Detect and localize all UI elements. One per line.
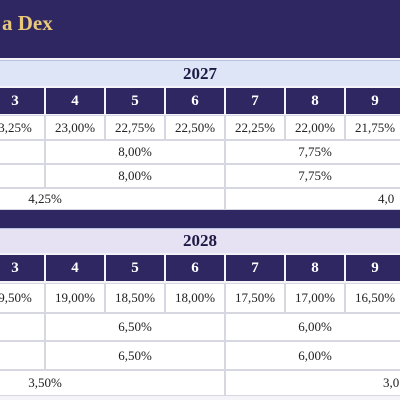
title-bar: a Dex (0, 0, 400, 46)
rate-cell: 19,00% (45, 283, 105, 313)
rate-cell: 22,50% (165, 115, 225, 140)
year-header: 2027 (0, 60, 400, 86)
rate-cell: 3,25% (0, 115, 45, 140)
merged-cell: 7,75% (225, 164, 400, 188)
column-number: 9 (346, 255, 400, 281)
merged-cell: 6,50% (45, 341, 225, 370)
rate-cell: 16,50% (345, 283, 400, 313)
column-number: 9 (346, 88, 400, 114)
cell-text: 4,0 (378, 191, 395, 206)
rate-cell: 23,00% (45, 115, 105, 140)
column-number: 8 (286, 88, 344, 114)
column-number: 3 (0, 88, 44, 114)
rate-cell: 17,00% (285, 283, 345, 313)
rate-cell: 18,50% (105, 283, 165, 313)
merged-cell: 8,00% (45, 140, 225, 164)
merged-cell (0, 188, 225, 210)
merged-cell: 7,75% (225, 140, 400, 164)
merged-cell: 6,50% (45, 313, 225, 341)
merged-cell (225, 370, 400, 396)
merged-cell: 6,00% (225, 341, 400, 370)
year-header: 2028 (0, 228, 400, 253)
merged-cell (0, 164, 45, 188)
cell-text: 3,50% (28, 375, 62, 390)
cell-text: 3,0 (383, 375, 400, 390)
rate-cell: 22,00% (285, 115, 345, 140)
rate-cell: 18,00% (165, 283, 225, 313)
merged-cell (0, 341, 45, 370)
title: a Dex (2, 10, 53, 35)
divider (0, 46, 400, 58)
merged-cell (0, 313, 45, 341)
merged-cell (225, 188, 400, 210)
merged-cell: 6,00% (225, 313, 400, 341)
rate-cell: 21,75% (345, 115, 400, 140)
rate-cell: 9,50% (0, 283, 45, 313)
column-number: 3 (0, 255, 44, 281)
column-number: 8 (286, 255, 344, 281)
column-number: 6 (166, 88, 224, 114)
rate-cell: 17,50% (225, 283, 285, 313)
column-number: 5 (106, 255, 164, 281)
rate-cell: 22,25% (225, 115, 285, 140)
merged-cell: 8,00% (45, 164, 225, 188)
divider (0, 210, 400, 228)
column-number: 6 (166, 255, 224, 281)
column-number: 4 (46, 88, 104, 114)
cell-text: 4,25% (28, 191, 62, 206)
column-number: 7 (226, 88, 284, 114)
column-number: 4 (46, 255, 104, 281)
column-number: 7 (226, 255, 284, 281)
merged-cell (0, 140, 45, 164)
column-number: 5 (106, 88, 164, 114)
merged-cell (0, 370, 225, 396)
rate-cell: 22,75% (105, 115, 165, 140)
